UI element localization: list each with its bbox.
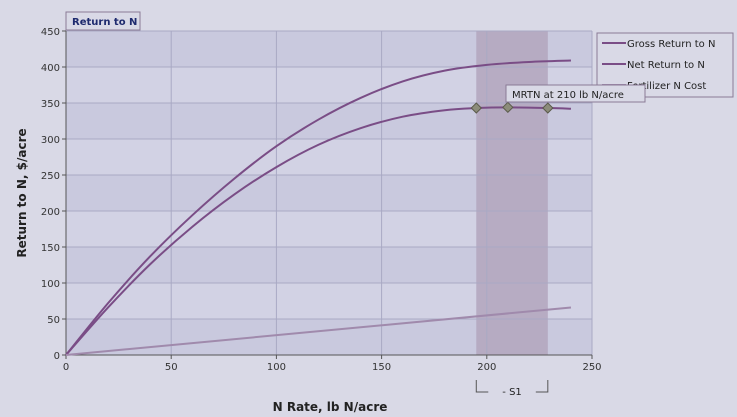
x-tick-label: 200 <box>477 362 496 373</box>
chart-title-box <box>65 11 141 31</box>
y-tick-label: 150 <box>41 243 60 254</box>
bracket-left <box>475 380 489 393</box>
y-tick-labels: 0 50 100 150 200 250 300 350 400 450 <box>41 27 66 362</box>
range-bracket-label: - S1 <box>502 387 522 398</box>
y-tick-label: 100 <box>41 279 60 290</box>
x-tick-label: 150 <box>372 362 391 373</box>
mrtn-marker <box>470 102 482 114</box>
profitable-range-bracket <box>475 380 549 393</box>
y-axis-title: Return to N, $/acre <box>15 128 29 257</box>
legend-label-gross: Gross Return to N <box>627 39 715 50</box>
mrtn-markers <box>470 101 554 114</box>
bracket-right <box>535 380 549 393</box>
x-tick-label: 100 <box>267 362 286 373</box>
mrtn-annotation-box <box>505 84 646 103</box>
y-tick-label: 50 <box>47 315 60 326</box>
y-tick-label: 0 <box>54 351 60 362</box>
mrtn-annotation-label: MRTN at 210 lb N/acre <box>512 90 624 101</box>
mrtn-marker <box>542 102 554 114</box>
fertilizer-cost-line <box>65 306 572 356</box>
gross-return-line <box>65 59 571 356</box>
chart-title: Return to N <box>72 17 137 28</box>
x-tick-labels: 0 50 100 150 200 250 <box>63 355 602 373</box>
x-axis-title: N Rate, lb N/acre <box>273 400 388 414</box>
y-tick-label: 300 <box>41 135 60 146</box>
legend-label-net: Net Return to N <box>627 60 705 71</box>
y-tick-label: 350 <box>41 99 60 110</box>
x-tick-label: 0 <box>63 362 69 373</box>
x-tick-label: 250 <box>582 362 601 373</box>
y-tick-label: 200 <box>41 207 60 218</box>
y-tick-label: 400 <box>41 63 60 74</box>
legend-label-cost: Fertilizer N Cost <box>627 81 706 92</box>
x-tick-label: 50 <box>165 362 178 373</box>
y-tick-label: 250 <box>41 171 60 182</box>
y-tick-label: 450 <box>41 27 60 38</box>
mrtn-marker <box>502 101 514 114</box>
